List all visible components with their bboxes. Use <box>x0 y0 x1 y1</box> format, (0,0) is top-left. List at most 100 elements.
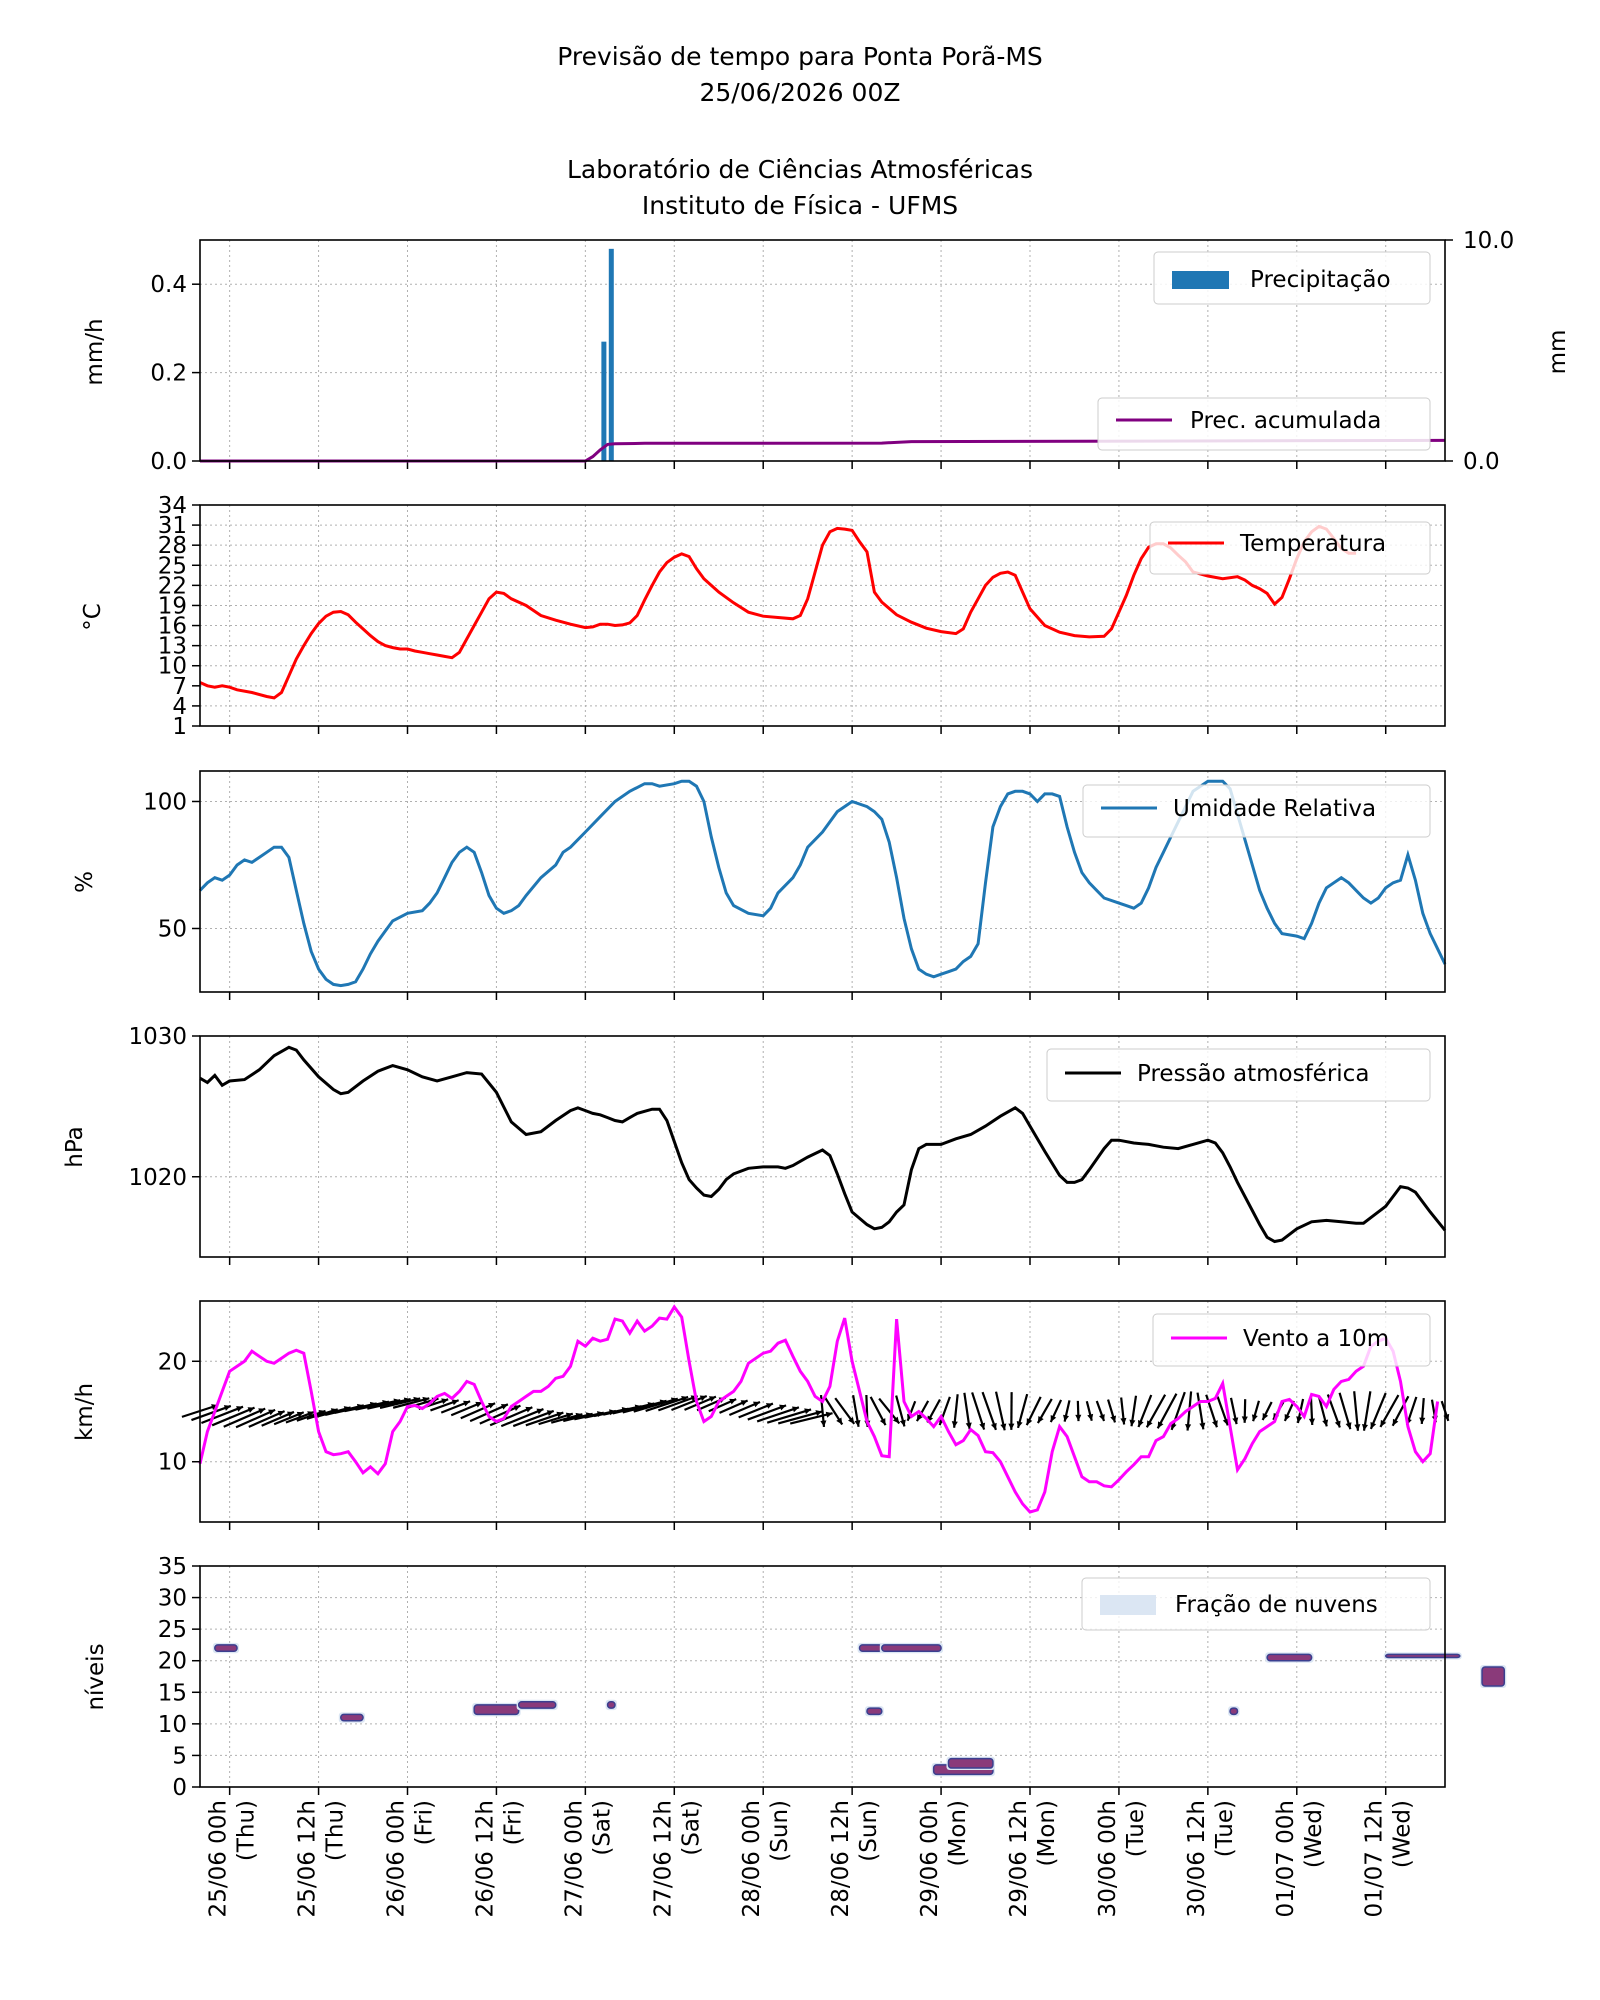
humidity-legend-label: Umidade Relativa <box>1173 796 1376 822</box>
wind-arrow-head <box>556 1411 564 1418</box>
pressure-ylabel: hPa <box>62 1126 88 1168</box>
wind-arrow-head <box>815 1410 823 1417</box>
x-tick-label: 01/07 00h (Wed) <box>1273 1800 1327 1917</box>
x-tick-label: 30/06 12h (Tue) <box>1184 1800 1238 1917</box>
precip-yticks: 0.0 0.2 0.4 <box>150 272 200 475</box>
wind-arrow <box>248 1410 286 1428</box>
y-tick-label: 16 <box>158 614 187 640</box>
wind-arrow-head <box>223 1405 231 1411</box>
cloud-patch <box>866 1707 883 1716</box>
wind-arrow-head <box>1120 1417 1127 1425</box>
wind-axes-frame <box>199 1300 1446 1523</box>
wind-arrow <box>191 1404 232 1422</box>
wind-arrow <box>469 1403 509 1423</box>
wind-arrow-head <box>1392 1418 1399 1426</box>
wind-arrow-head <box>699 1395 707 1402</box>
y-tick-label: 25 <box>158 1617 187 1643</box>
precip-legend-swatch <box>1172 271 1229 289</box>
wind-arrow-head <box>729 1398 737 1405</box>
humidity-panel: 50 100 % Umidade Relativa <box>72 770 1447 1000</box>
wind-arrow-head <box>1063 1414 1069 1422</box>
wind-arrow-head <box>979 1422 986 1430</box>
wind-arrow-head <box>1016 1421 1023 1428</box>
y-tick-label: 34 <box>158 493 187 519</box>
wind-arrow-head <box>708 1396 716 1402</box>
y-tick-label: 0.2 <box>150 361 187 387</box>
wind-arrow-head <box>441 1398 449 1405</box>
cloud-legend-label: Fração de nuvens <box>1175 1592 1378 1618</box>
temp-axes-frame <box>199 504 1446 727</box>
y-tick-label: 5 <box>172 1743 187 1769</box>
wind-arrow-head <box>1008 1423 1015 1430</box>
accum-precip-line <box>200 438 1446 463</box>
x-tick-date: 27/06 12h <box>650 1800 676 1917</box>
wind-arrow <box>633 1397 679 1413</box>
cloud-patches <box>212 1642 1507 1777</box>
wind-arrow-head <box>1241 1416 1248 1423</box>
cloud-patch <box>473 1704 520 1716</box>
x-tick-label: 28/06 12h (Sun) <box>828 1800 882 1917</box>
x-tick-day: (Wed) <box>1390 1800 1416 1868</box>
wind-panel: 10 20 km/h Vento a 10m <box>72 1300 1450 1530</box>
y-tick-label: 1020 <box>128 1165 187 1191</box>
wind-arrow-head <box>1370 1421 1377 1429</box>
x-tick-day: (Wed) <box>1301 1800 1327 1868</box>
y-tick-label: 10 <box>158 654 187 680</box>
pressure-axes-frame <box>199 1035 1446 1258</box>
wind-arrow-head <box>1419 1417 1426 1424</box>
x-tick-label: 01/07 12h (Wed) <box>1362 1800 1416 1917</box>
wind-yticks: 10 20 <box>158 1349 200 1476</box>
y2-tick-label: 10.0 <box>1463 228 1514 254</box>
wind-arrow <box>777 1410 823 1425</box>
precip-y2label: mm <box>1545 330 1571 375</box>
y-tick-label: 4 <box>172 694 187 720</box>
wind-arrow-head <box>536 1408 544 1415</box>
y-tick-label: 0 <box>172 1775 187 1801</box>
x-tick-date: 27/06 00h <box>561 1800 587 1917</box>
wind-arrow-head <box>820 1420 827 1427</box>
cloud-legend-swatch <box>1100 1595 1156 1615</box>
wind-arrow <box>657 1395 698 1412</box>
wind-arrow <box>500 1408 544 1428</box>
x-tick-label: 26/06 00h (Fri) <box>384 1800 438 1917</box>
y-tick-label: 20 <box>158 1649 187 1675</box>
wind-arrow-head <box>1262 1412 1269 1420</box>
pressure-panel: 1020 1030 hPa Pressão atmosférica <box>62 1024 1447 1265</box>
wind-arrow-head <box>990 1422 997 1430</box>
humidity-legend: Umidade Relativa <box>1082 784 1431 838</box>
cloud-axes-frame <box>199 1565 1446 1788</box>
wind-arrows <box>181 1391 1450 1431</box>
y-tick-label: 20 <box>158 1349 187 1375</box>
x-tick-date: 26/06 12h <box>472 1800 498 1917</box>
precip-y2ticks: 0.0 10.0 <box>1445 228 1514 475</box>
wind-arrow-head <box>247 1407 255 1413</box>
wind-arrow <box>512 1409 555 1428</box>
cloud-patch <box>214 1644 238 1652</box>
title-line-2: 25/06/2026 00Z <box>700 78 901 107</box>
wind-arrow <box>994 1391 1006 1431</box>
wind-arrow <box>971 1392 986 1430</box>
wind-arrow-head <box>1037 1416 1044 1424</box>
x-tick-date: 01/07 12h <box>1362 1800 1388 1917</box>
wind-arrow-head <box>1251 1414 1258 1422</box>
cloud-patch <box>1229 1707 1239 1716</box>
wind-legend-label: Vento a 10m <box>1243 1326 1389 1352</box>
wind-arrow-head <box>422 1396 430 1403</box>
wind-arrow-head <box>1362 1424 1369 1431</box>
x-tick-day: (Sat) <box>589 1800 615 1856</box>
wind-arrow <box>766 1408 812 1424</box>
wind-arrow-head <box>1050 1415 1057 1423</box>
wind-arrow <box>201 1405 244 1425</box>
wind-arrow <box>1156 1393 1178 1429</box>
x-tick-date: 29/06 00h <box>917 1800 943 1917</box>
wind-arrow-head <box>836 1417 843 1425</box>
wind-arrow <box>525 1411 564 1427</box>
wind-arrow <box>1353 1391 1360 1431</box>
wind-arrow-head <box>1322 1419 1329 1427</box>
wind-arrow-head <box>286 1411 294 1418</box>
precip-bar <box>608 248 614 461</box>
wind-arrow-head <box>892 1416 900 1424</box>
wind-arrow-head <box>1099 1414 1105 1422</box>
x-tick-day: (Thu) <box>234 1800 260 1861</box>
